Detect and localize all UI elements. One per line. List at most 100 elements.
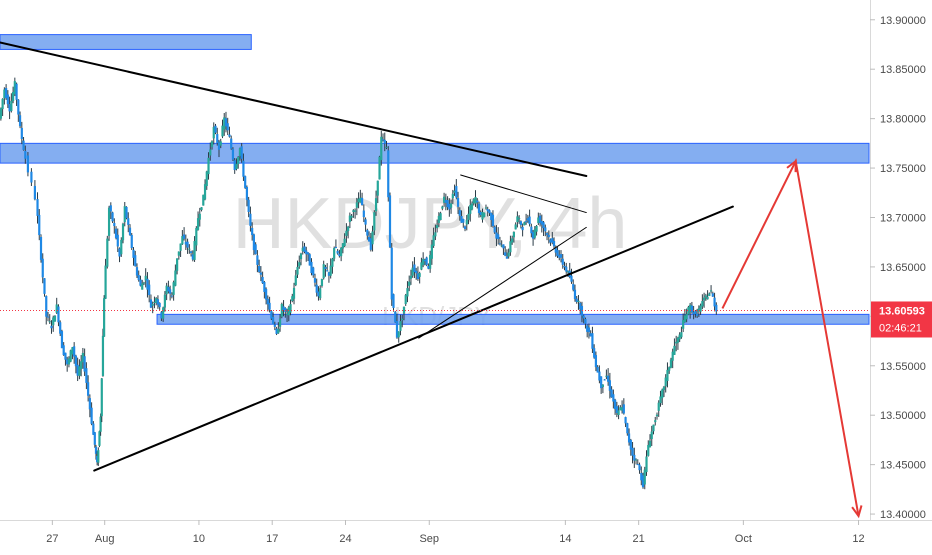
- candle-up: [645, 456, 648, 473]
- candle-down: [148, 284, 151, 296]
- candle-down: [498, 243, 502, 245]
- candle-down: [334, 247, 338, 249]
- candle-down: [156, 299, 160, 305]
- time-tick-label: 10: [193, 533, 205, 545]
- candle-down: [594, 355, 598, 368]
- candle-up: [683, 315, 687, 323]
- candle-up: [53, 315, 57, 322]
- candle-down: [490, 212, 493, 220]
- candle-up: [107, 207, 111, 236]
- candle-down: [45, 296, 48, 317]
- price-axis-ticks[interactable]: 13.4000013.4500013.5000013.5500013.60000…: [870, 15, 926, 521]
- candle-up: [285, 313, 289, 315]
- candle-down: [493, 226, 496, 233]
- trendline-descending-resistance[interactable]: [0, 41, 588, 177]
- candle-up: [678, 334, 681, 340]
- candle-down: [254, 244, 257, 255]
- projection-arrow-up-head: [786, 159, 797, 173]
- candle-down: [542, 222, 545, 229]
- candle-up: [13, 81, 16, 95]
- candle-down: [258, 266, 261, 272]
- candle-down: [544, 227, 547, 232]
- candle-up: [55, 304, 58, 313]
- candle-down: [582, 315, 585, 319]
- trendline-ascending-support[interactable]: [93, 205, 734, 472]
- candle-down: [252, 234, 255, 251]
- candle-down: [455, 186, 458, 198]
- candle-up: [682, 320, 685, 329]
- candle-down: [416, 273, 420, 279]
- candle-down: [18, 115, 22, 127]
- candle-up: [533, 229, 536, 238]
- candle-down: [362, 210, 365, 218]
- candle-up: [402, 306, 406, 314]
- candle-down: [554, 247, 557, 253]
- candle-up: [238, 148, 242, 156]
- candle-down: [626, 423, 629, 434]
- candle-up: [209, 149, 212, 156]
- candle-up: [3, 89, 6, 99]
- projection-layer: [721, 157, 863, 519]
- candle-down: [263, 282, 266, 292]
- candle-up: [299, 253, 303, 260]
- candle-up: [221, 125, 224, 137]
- candle-down: [125, 206, 128, 219]
- candle-down: [270, 310, 273, 319]
- candle-up: [418, 273, 421, 277]
- candle-down: [249, 213, 252, 226]
- candle-up: [470, 203, 474, 210]
- candle-up: [179, 243, 182, 251]
- candle-down: [551, 238, 554, 243]
- time-tick-label: Sep: [419, 533, 439, 545]
- candle-down: [572, 284, 575, 290]
- candle-up: [329, 265, 332, 276]
- candle-up: [291, 296, 294, 302]
- zone-upper-zone[interactable]: [0, 142, 870, 164]
- candle-up: [397, 331, 400, 338]
- candle-up: [659, 396, 662, 404]
- candle-down: [584, 318, 587, 324]
- candle-down: [608, 380, 611, 391]
- price-tick-label: 13.70000: [880, 212, 926, 224]
- candle-down: [109, 205, 112, 212]
- candle-down: [216, 134, 219, 143]
- candle-down: [610, 389, 613, 398]
- candle-down: [505, 256, 509, 259]
- candle-up: [331, 258, 334, 267]
- time-tick-label: 17: [266, 533, 278, 545]
- candle-up: [439, 213, 442, 220]
- candle-down: [244, 176, 247, 188]
- zone-top-left-zone[interactable]: [0, 34, 252, 50]
- candle-down: [20, 127, 23, 139]
- trendline-pennant-bottom[interactable]: [418, 226, 587, 339]
- candle-down: [579, 302, 582, 310]
- trendline-pennant-top[interactable]: [460, 174, 587, 214]
- price-tick-label: 13.85000: [880, 64, 926, 76]
- candle-up: [514, 224, 517, 230]
- candle-down: [463, 226, 467, 230]
- candle-up: [348, 215, 351, 222]
- candle-down: [711, 293, 714, 297]
- candle-down: [169, 289, 172, 294]
- candle-up: [177, 251, 180, 256]
- zone-support-zone[interactable]: [156, 313, 870, 325]
- candle-down: [111, 212, 114, 222]
- candle-down: [282, 306, 285, 311]
- candle-down: [504, 252, 507, 256]
- time-axis-ticks[interactable]: 27 Aug 10 17 24 Sep 14 21 Oct 12: [46, 520, 865, 545]
- candle-up: [71, 347, 74, 355]
- candle-up: [1, 98, 4, 110]
- candle-down: [64, 352, 67, 360]
- candle-down: [444, 199, 447, 203]
- candle-up: [11, 91, 15, 101]
- candle-down: [552, 241, 556, 247]
- candle-down: [549, 239, 552, 243]
- candle-down: [96, 455, 99, 463]
- candle-down: [149, 299, 153, 308]
- candle-down: [73, 346, 76, 357]
- candle-up: [277, 328, 280, 334]
- candle-down: [638, 464, 641, 471]
- candle-up: [697, 308, 700, 312]
